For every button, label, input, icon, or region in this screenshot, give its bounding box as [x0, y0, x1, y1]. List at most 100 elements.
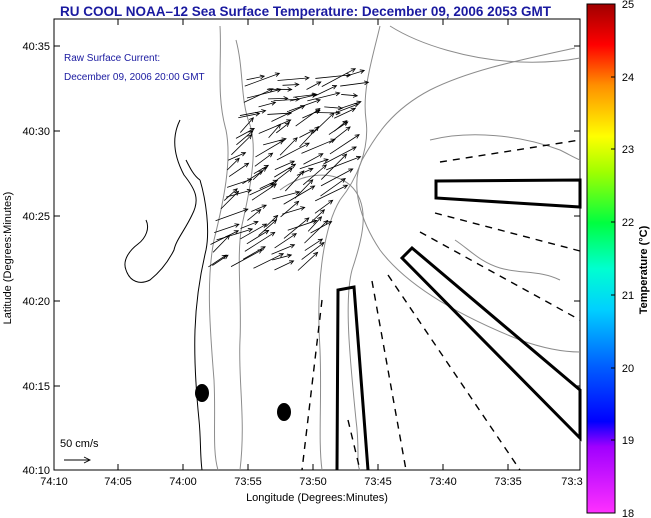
current-vector	[251, 204, 267, 212]
current-vector	[236, 130, 254, 146]
current-vector-head	[323, 158, 329, 163]
colorbar-title: Temperature (°C)	[638, 225, 650, 314]
shipping-lanes	[335, 178, 582, 471]
current-vector	[246, 75, 265, 81]
x-tick-label: 74:00	[169, 476, 197, 488]
map-frame	[53, 18, 581, 471]
current-vector	[304, 220, 328, 244]
current-vector-head	[335, 91, 341, 97]
current-vector-head	[317, 216, 323, 222]
current-vector	[235, 128, 255, 139]
current-vector	[258, 219, 277, 236]
current-vector-head	[345, 126, 351, 132]
current-vector-head	[246, 188, 253, 194]
current-vector-head	[356, 100, 362, 106]
y-tick-label: 40:30	[22, 126, 50, 138]
current-vector-head	[259, 74, 266, 80]
contour-inner	[235, 39, 254, 471]
current-vector-head	[274, 72, 281, 77]
x-tick-label: 73:45	[364, 476, 392, 488]
current-vector-head	[317, 238, 324, 244]
current-vector-head	[234, 223, 240, 228]
current-vector-head	[253, 220, 259, 226]
current-vector	[223, 188, 238, 201]
current-vector	[288, 99, 321, 112]
current-vector	[212, 254, 229, 266]
current-vector	[215, 208, 248, 222]
current-vector-head	[292, 137, 298, 143]
current-vector	[265, 215, 278, 228]
contour-ne	[389, 25, 581, 63]
current-vector-head	[323, 219, 329, 225]
current-vector	[274, 163, 296, 178]
current-vector-head	[342, 120, 348, 125]
current-vector-head	[304, 217, 310, 223]
current-vector-head	[328, 199, 334, 205]
current-vector	[315, 184, 348, 202]
current-vector-head	[316, 81, 322, 86]
current-vector	[283, 185, 315, 205]
current-vector	[285, 170, 305, 192]
current-vector	[251, 183, 277, 201]
current-vector	[310, 209, 325, 224]
colorbar-tick-label: 25	[622, 0, 634, 11]
current-vector	[243, 246, 266, 260]
current-vector-head	[315, 98, 321, 104]
current-vector	[296, 168, 313, 176]
current-vector-head	[244, 162, 250, 168]
current-vector	[334, 103, 359, 114]
current-vector	[289, 94, 317, 102]
current-vector-head	[283, 96, 289, 101]
current-vector-head	[350, 68, 357, 73]
current-vector	[346, 70, 365, 77]
current-vector	[301, 242, 325, 260]
current-vector	[272, 254, 292, 261]
current-vector-head	[319, 209, 326, 215]
x-tick-label: 73:55	[234, 476, 262, 488]
current-vector-head	[247, 178, 253, 183]
current-vector	[216, 228, 253, 241]
current-vector	[324, 106, 343, 109]
current-vector	[242, 170, 263, 185]
map-title: RU COOL NOAA–12 Sea Surface Temperature:…	[60, 4, 551, 19]
coast-sandy-hook	[194, 179, 209, 471]
current-vector	[295, 108, 321, 127]
current-vector-head	[278, 253, 285, 258]
current-vector-head	[304, 75, 310, 81]
contour-canyon	[279, 174, 364, 471]
current-vector-head	[240, 152, 247, 157]
current-vector-head	[281, 137, 287, 142]
current-vector-head	[247, 227, 254, 233]
current-vector-head	[294, 200, 300, 206]
current-vector-head	[327, 221, 333, 226]
current-vector-head	[261, 109, 267, 114]
current-vector	[246, 230, 269, 245]
current-vector	[270, 167, 293, 186]
current-vector	[272, 191, 300, 200]
current-vector-head	[294, 82, 300, 87]
current-vector-head	[261, 223, 268, 228]
current-vector-head	[291, 233, 297, 238]
current-vector-head	[340, 178, 346, 183]
current-vector-head	[300, 206, 306, 211]
colorbar	[586, 3, 616, 514]
current-vector-head	[314, 125, 320, 132]
annotation-line2: December 09, 2006 20:00 GMT	[64, 72, 205, 83]
current-vector-head	[352, 93, 359, 98]
current-vector-head	[247, 134, 253, 140]
current-vector	[293, 93, 317, 98]
current-vector	[315, 74, 351, 79]
current-vector	[314, 85, 337, 97]
current-vector	[255, 140, 284, 158]
current-vector	[274, 260, 294, 271]
colorbar-tick-label: 22	[622, 217, 634, 229]
current-vector	[214, 223, 240, 233]
current-vector-head	[263, 164, 270, 170]
current-vector-head	[337, 105, 343, 111]
current-vector-head	[350, 107, 357, 113]
current-vector-head	[286, 253, 293, 259]
current-vector-head	[234, 157, 240, 163]
current-vector	[297, 252, 318, 271]
current-vector-head	[342, 153, 348, 159]
current-vector	[277, 77, 309, 81]
